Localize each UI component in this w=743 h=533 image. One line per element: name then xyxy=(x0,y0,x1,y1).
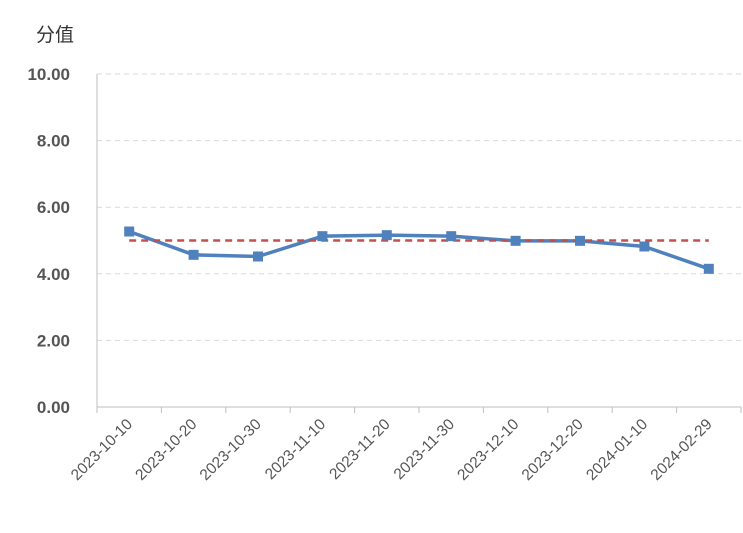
x-tick-label: 2023-12-20 xyxy=(519,416,587,484)
x-tick-label: 2023-11-10 xyxy=(262,416,330,484)
x-tick-label: 2024-02-29 xyxy=(648,416,716,484)
x-tick-label: 2023-11-30 xyxy=(391,416,459,484)
data-point xyxy=(639,241,650,252)
data-point xyxy=(575,235,585,246)
x-tick-label: 2024-01-10 xyxy=(583,416,651,484)
data-point xyxy=(317,231,328,242)
x-tick-label: 2023-11-20 xyxy=(326,416,394,484)
y-tick-labels: 0.00 2.00 4.00 6.00 8.00 10.00 xyxy=(27,65,70,417)
x-tick-label: 2023-12-10 xyxy=(454,416,522,484)
data-point xyxy=(381,230,392,241)
data-point xyxy=(124,226,135,237)
y-tick-label: 0.00 xyxy=(37,398,70,417)
y-tick-label: 10.00 xyxy=(27,65,70,84)
x-tick-label: 2023-10-20 xyxy=(132,416,200,484)
y-tick-label: 8.00 xyxy=(37,132,70,151)
x-tick-label: 2023-10-10 xyxy=(68,416,136,484)
axes xyxy=(96,74,742,413)
y-tick-label: 6.00 xyxy=(37,198,70,217)
y-tick-label: 4.00 xyxy=(37,265,70,284)
data-point xyxy=(253,251,263,262)
x-tick-label: 2023-10-30 xyxy=(197,416,265,484)
series-layer xyxy=(124,226,714,274)
data-point xyxy=(446,231,457,242)
data-point xyxy=(188,249,199,260)
y-axis-title: 分值 xyxy=(36,24,74,46)
series-line xyxy=(128,229,710,271)
x-tick-labels: 2023-10-102023-10-202023-10-302023-11-10… xyxy=(68,416,716,484)
gridlines xyxy=(97,73,741,341)
y-tick-label: 2.00 xyxy=(37,331,70,350)
data-point xyxy=(703,263,714,274)
data-point xyxy=(510,235,521,246)
